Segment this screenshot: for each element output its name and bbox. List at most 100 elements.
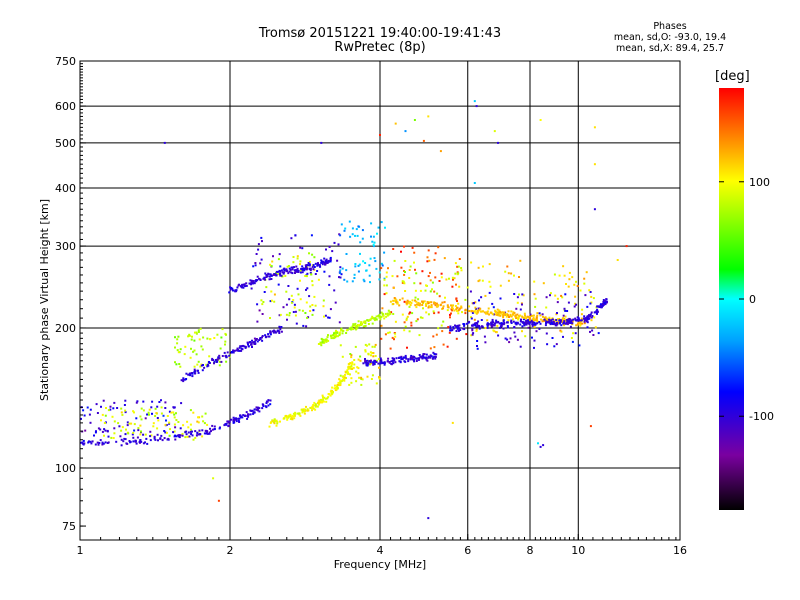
scatter-point bbox=[605, 298, 608, 301]
scatter-point bbox=[362, 278, 365, 281]
scatter-point bbox=[568, 317, 571, 320]
scatter-point bbox=[341, 355, 344, 358]
scatter-point bbox=[194, 436, 197, 439]
scatter-point bbox=[562, 318, 564, 321]
scatter-point bbox=[401, 313, 404, 316]
scatter-point bbox=[218, 360, 221, 363]
scatter-point bbox=[475, 325, 478, 328]
scatter-point bbox=[324, 397, 327, 400]
scatter-point bbox=[213, 362, 215, 365]
scatter-point bbox=[253, 343, 256, 345]
scatter-point bbox=[393, 259, 396, 262]
scatter-point bbox=[564, 293, 567, 296]
scatter-point bbox=[172, 411, 175, 414]
scatter-point bbox=[532, 317, 535, 319]
scatter-point bbox=[201, 369, 204, 372]
scatter-point bbox=[262, 404, 265, 406]
scatter-point bbox=[464, 298, 467, 301]
scatter-point bbox=[432, 310, 435, 313]
scatter-point bbox=[361, 229, 364, 232]
scatter-point bbox=[519, 323, 522, 326]
scatter-point bbox=[260, 236, 263, 239]
scatter-point bbox=[502, 327, 505, 330]
scatter-point bbox=[305, 275, 308, 278]
scatter-point bbox=[182, 424, 185, 427]
scatter-point bbox=[327, 334, 329, 337]
scatter-point bbox=[209, 427, 211, 430]
scatter-point bbox=[186, 420, 189, 423]
scatter-point bbox=[237, 417, 240, 420]
scatter-point bbox=[546, 321, 549, 324]
scatter-point bbox=[305, 288, 307, 291]
scatter-point bbox=[560, 330, 563, 333]
scatter-point bbox=[434, 302, 437, 304]
scatter-point bbox=[285, 414, 287, 417]
scatter-point bbox=[379, 361, 382, 364]
scatter-point bbox=[117, 422, 120, 425]
scatter-point bbox=[124, 433, 127, 436]
scatter-point bbox=[294, 272, 296, 274]
scatter-point bbox=[340, 327, 343, 330]
scatter-point bbox=[493, 313, 495, 316]
scatter-point bbox=[553, 273, 556, 276]
scatter-point bbox=[359, 241, 362, 244]
scatter-point bbox=[457, 265, 460, 268]
scatter-point bbox=[283, 271, 286, 274]
scatter-point bbox=[247, 415, 250, 418]
scatter-point bbox=[422, 139, 425, 142]
scatter-point bbox=[192, 350, 195, 353]
scatter-point bbox=[437, 246, 440, 249]
scatter-point bbox=[120, 411, 123, 414]
scatter-point bbox=[314, 408, 317, 411]
scatter-point bbox=[519, 320, 522, 323]
scatter-point bbox=[376, 232, 378, 235]
scatter-point bbox=[589, 330, 591, 333]
scatter-point bbox=[339, 382, 342, 385]
scatter-point bbox=[333, 387, 336, 390]
scatter-point bbox=[187, 335, 190, 338]
scatter-point bbox=[435, 353, 438, 356]
scatter-point bbox=[383, 317, 386, 320]
y-tick-label: 300 bbox=[55, 240, 76, 253]
scatter-point bbox=[160, 406, 163, 409]
scatter-point bbox=[460, 306, 463, 309]
scatter-point bbox=[89, 408, 92, 411]
scatter-point bbox=[515, 307, 518, 310]
scatter-point bbox=[589, 425, 592, 428]
scatter-point bbox=[179, 434, 182, 437]
scatter-point bbox=[378, 271, 381, 274]
scatter-point bbox=[205, 432, 208, 435]
scatter-point bbox=[374, 355, 377, 357]
scatter-point bbox=[504, 270, 507, 273]
scatter-point bbox=[238, 421, 241, 423]
scatter-point bbox=[539, 119, 542, 121]
scatter-point bbox=[202, 364, 204, 366]
scatter-point bbox=[371, 240, 374, 243]
scatter-point bbox=[380, 311, 383, 314]
scatter-point bbox=[270, 278, 273, 280]
scatter-point bbox=[311, 313, 314, 316]
scatter-point bbox=[290, 294, 293, 297]
scatter-point bbox=[474, 311, 477, 314]
scatter-point bbox=[374, 260, 377, 263]
scatter-point bbox=[418, 354, 421, 356]
scatter-point bbox=[339, 266, 342, 269]
scatter-point bbox=[375, 318, 378, 321]
scatter-point bbox=[120, 444, 123, 447]
scatter-point bbox=[442, 305, 445, 308]
scatter-point bbox=[300, 408, 303, 411]
scatter-point bbox=[533, 325, 536, 328]
scatter-point bbox=[352, 323, 355, 326]
scatter-point bbox=[434, 304, 437, 307]
scatter-point bbox=[379, 318, 382, 321]
scatter-point bbox=[174, 426, 177, 429]
x-axis-label: Frequency [MHz] bbox=[334, 558, 426, 571]
scatter-point bbox=[113, 427, 116, 430]
scatter-point bbox=[347, 367, 350, 370]
scatter-point bbox=[438, 280, 441, 282]
scatter-point bbox=[440, 324, 443, 327]
scatter-point bbox=[565, 283, 567, 285]
scatter-point bbox=[536, 322, 539, 325]
scatter-point bbox=[283, 417, 286, 420]
